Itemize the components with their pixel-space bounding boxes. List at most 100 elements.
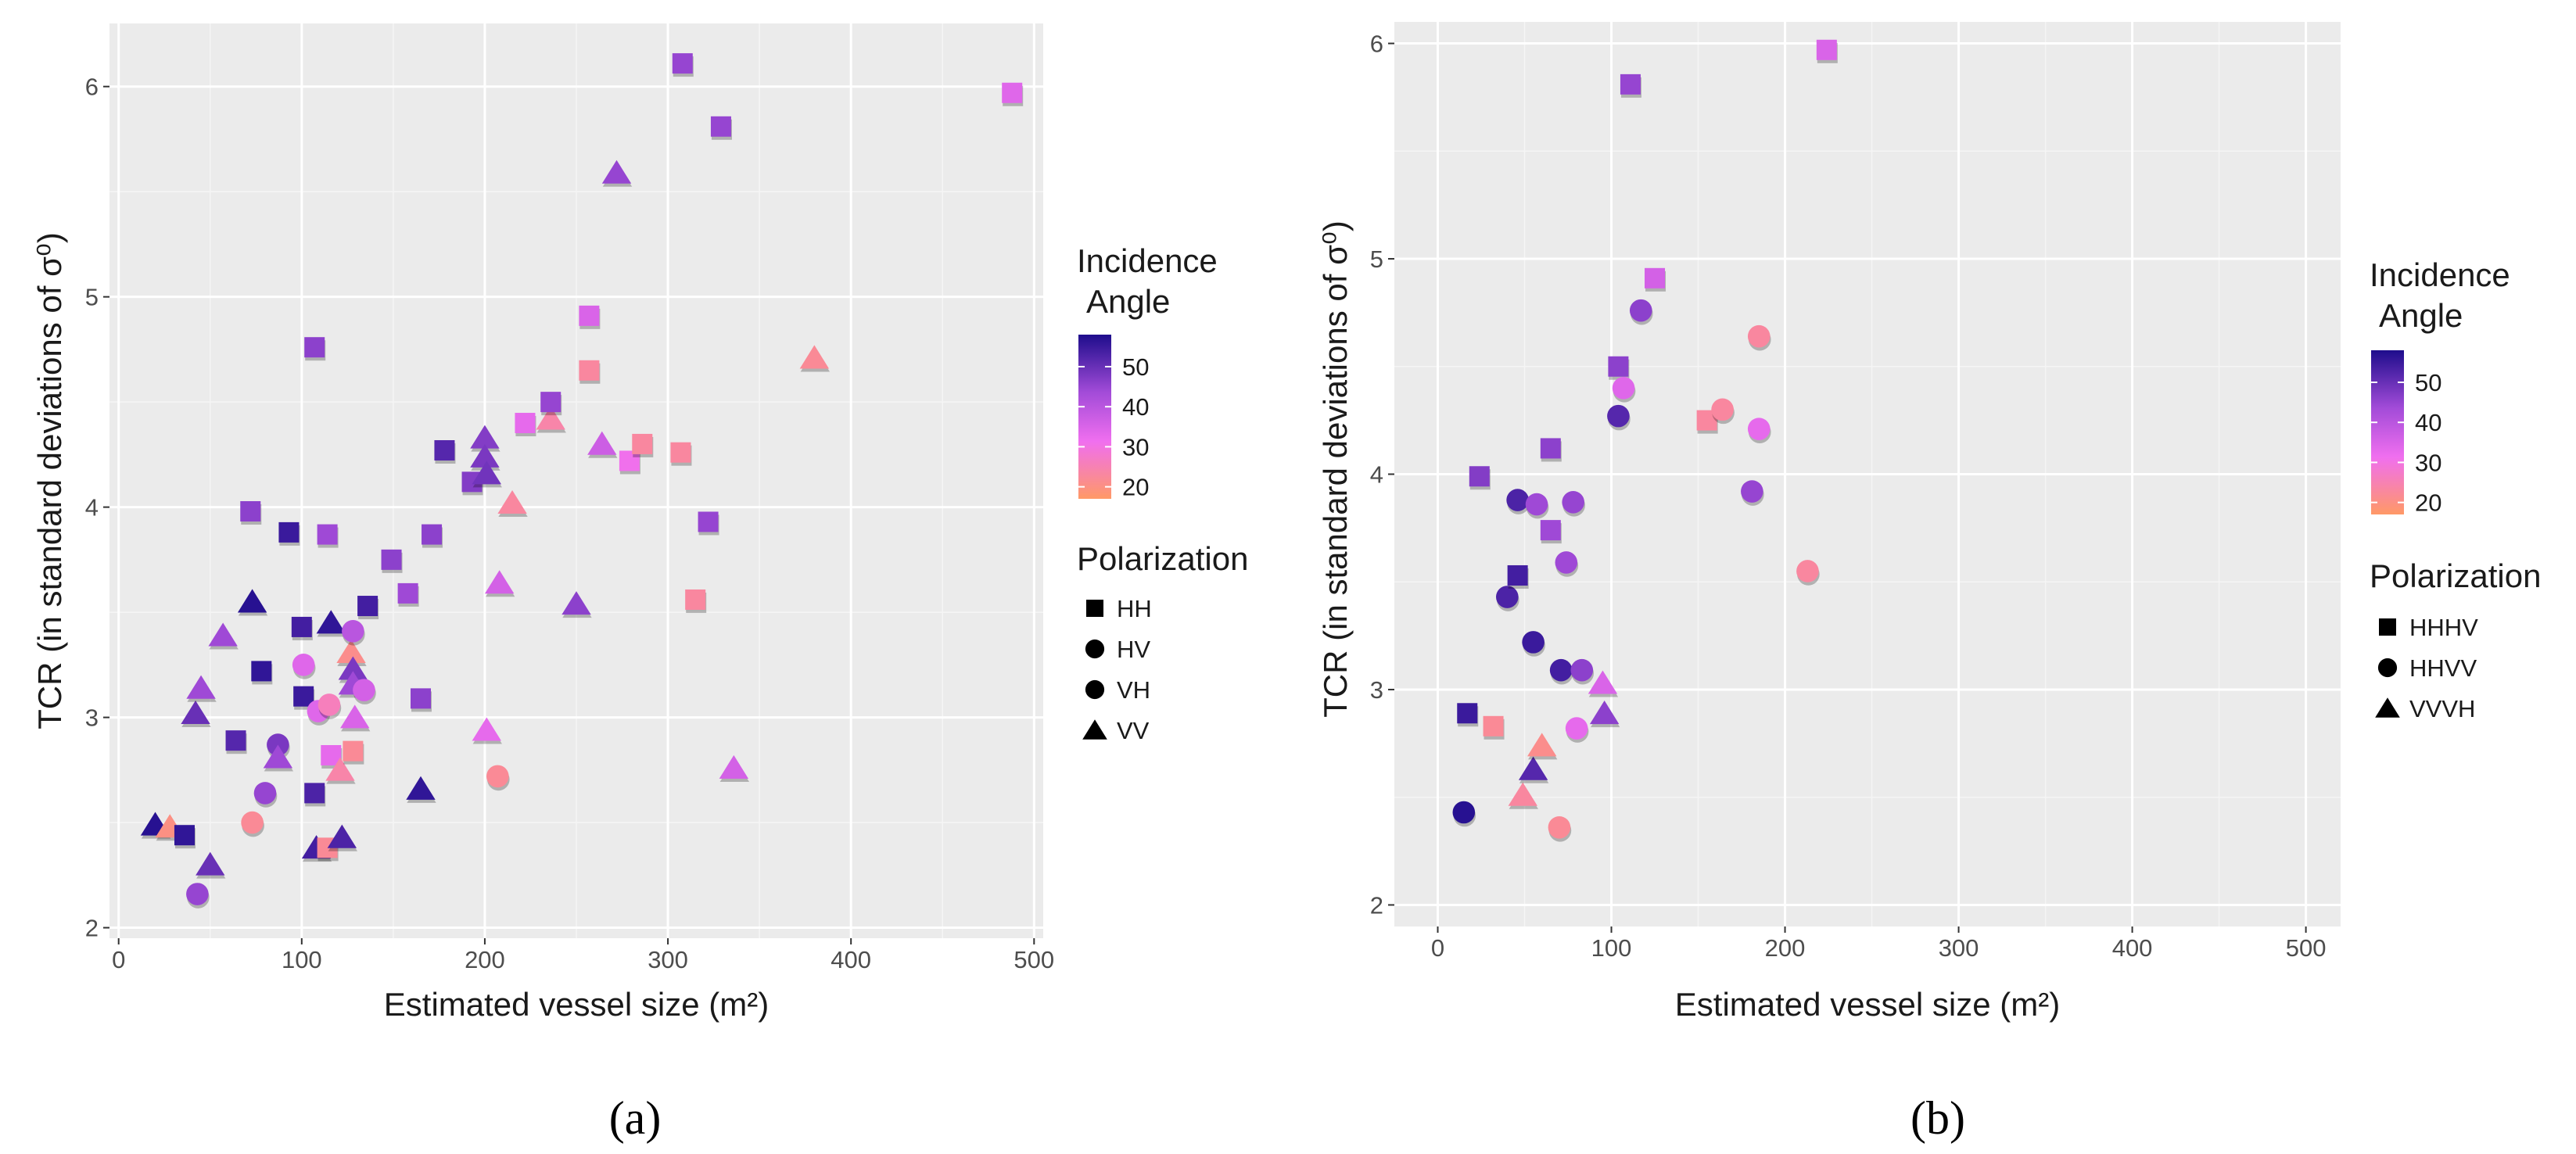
data-point-marker <box>719 754 749 779</box>
data-point <box>515 413 536 437</box>
data-point-marker <box>1608 356 1629 377</box>
data-point <box>237 589 268 616</box>
legend-circle-icon <box>1085 639 1105 659</box>
shape-legend-title-b: Polarization <box>2370 557 2541 594</box>
data-point <box>1747 418 1771 443</box>
x-tick-label: 300 <box>648 946 688 973</box>
data-point-marker <box>208 622 238 647</box>
data-point-marker <box>411 688 431 709</box>
data-point-marker <box>291 616 312 637</box>
data-point-marker <box>536 406 565 430</box>
data-point-marker <box>1796 560 1819 582</box>
data-point <box>1588 670 1619 697</box>
data-point-marker <box>515 413 536 434</box>
x-tick-label: 500 <box>1014 946 1054 973</box>
colorbar-ticks-b: 20 30 40 50 <box>2371 369 2441 517</box>
data-point <box>338 656 369 683</box>
data-point-marker <box>1452 801 1476 824</box>
y-tick-label: 3 <box>1370 676 1383 704</box>
data-point <box>1696 410 1718 434</box>
data-point-marker <box>1620 73 1641 95</box>
data-point-marker <box>698 511 719 532</box>
data-point-marker <box>497 489 527 514</box>
color-legend-title-a-line1: Incidence <box>1077 242 1218 279</box>
data-point-marker <box>357 596 379 617</box>
data-point-marker <box>1483 715 1504 736</box>
panel-label-b: (b) <box>1910 1092 1965 1144</box>
data-point-marker <box>486 765 509 788</box>
data-point <box>263 744 294 772</box>
data-point <box>472 461 502 488</box>
x-tick-label: 100 <box>282 946 322 973</box>
shape-legend-title-a: Polarization <box>1077 540 1248 577</box>
data-point <box>672 53 694 77</box>
shape-legend-b: HHHV HHVV VVVH <box>2375 614 2478 722</box>
shape-legend-label: HV <box>1117 636 1150 663</box>
data-point-marker <box>1457 703 1478 724</box>
data-point-marker <box>685 589 706 610</box>
data-point <box>253 782 278 808</box>
data-point-marker <box>1741 480 1763 503</box>
data-point <box>1555 551 1579 577</box>
data-point-marker <box>292 654 315 676</box>
data-point-marker <box>181 700 210 725</box>
data-point <box>670 442 692 466</box>
x-axis-title-b: Estimated vessel size (m²) <box>1675 986 2060 1023</box>
data-point-marker <box>317 524 338 545</box>
data-point-marker <box>1522 631 1545 654</box>
data-point-marker <box>1002 82 1023 103</box>
data-point <box>540 392 562 416</box>
data-point-marker <box>1527 733 1557 757</box>
data-point-marker <box>670 442 691 463</box>
data-point <box>304 337 326 361</box>
shape-legend-label: VV <box>1117 717 1150 744</box>
ticks-a: 0 100 200 300 400 500 2 3 4 5 6 <box>85 73 1054 973</box>
legend-a: Incidence Angle 20 30 40 50 Polarization HH… <box>1077 242 1248 744</box>
data-point <box>422 524 443 548</box>
data-point <box>318 693 342 719</box>
colorbar-tick-label: 20 <box>2415 489 2441 517</box>
data-point <box>1507 564 1529 589</box>
data-point-marker <box>1747 418 1771 440</box>
data-point <box>1508 782 1538 809</box>
data-point-marker <box>304 783 325 804</box>
shape-legend-label: HH <box>1117 595 1152 622</box>
data-point <box>1645 267 1667 292</box>
data-point <box>1796 560 1820 586</box>
data-point <box>470 425 500 452</box>
colorbar-tick-label: 50 <box>1122 353 1149 381</box>
data-point <box>292 654 316 679</box>
data-point-marker <box>381 549 402 570</box>
y-tick-label: 5 <box>1370 245 1383 273</box>
color-legend-title-a-line2: Angle <box>1086 283 1170 320</box>
data-point <box>1527 733 1558 760</box>
data-point <box>1548 815 1572 842</box>
data-point <box>381 549 403 573</box>
data-point-marker <box>579 305 600 326</box>
grid-a <box>109 23 1043 938</box>
data-point <box>240 501 262 525</box>
data-point <box>579 360 601 384</box>
legend-triangle-icon <box>2375 697 2400 718</box>
data-point-marker <box>340 704 370 729</box>
data-point-marker <box>1525 493 1548 516</box>
data-point-marker <box>186 675 216 699</box>
data-point <box>340 704 371 732</box>
data-point-marker <box>540 392 561 413</box>
data-point-marker <box>336 639 366 664</box>
data-point <box>1565 717 1589 743</box>
grid-b <box>1394 22 2341 926</box>
data-point-marker <box>196 851 225 876</box>
data-point-marker <box>1540 520 1561 541</box>
data-point <box>486 765 510 791</box>
y-tick-label: 2 <box>85 915 99 942</box>
data-point <box>327 824 358 851</box>
y-tick-label: 3 <box>85 704 99 732</box>
data-point-marker <box>316 610 346 634</box>
data-point-marker <box>325 757 355 781</box>
data-point <box>470 443 500 471</box>
data-point <box>1589 701 1620 728</box>
shape-legend-label: VVVH <box>2409 695 2475 722</box>
data-point <box>397 582 419 607</box>
data-point-marker <box>579 360 600 381</box>
